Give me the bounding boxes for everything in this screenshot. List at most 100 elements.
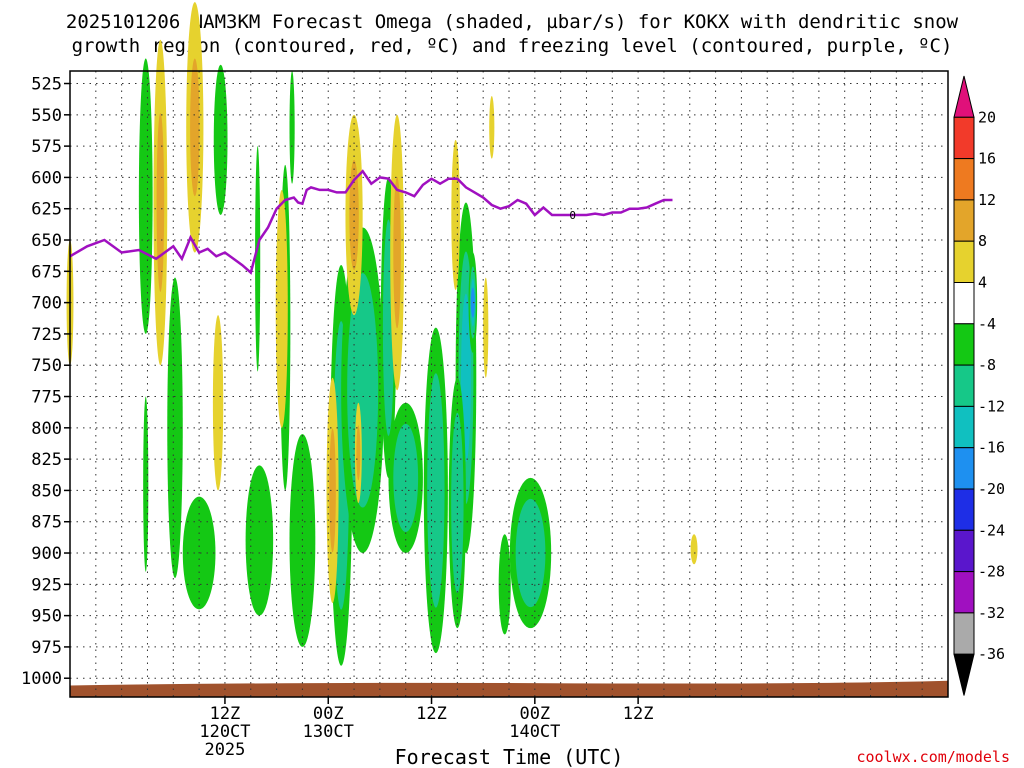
y-axis-ticks: 525 550 575 600 625 650 675 700 725 750 775 800 825 8… [21,75,70,689]
colorbar-label: -32 [978,604,1005,622]
x-tick-label: 12Z [210,704,241,724]
y-tick-label: 550 [31,106,62,126]
omega-cell-level [143,396,149,572]
colorbar-label: 4 [978,274,987,292]
omega-cell-1 [143,396,149,572]
y-tick-label: 725 [31,325,62,345]
colorbar-bin [953,405,975,449]
colorbar: 20 16 12 8 4 -4 -8 -12 -16 -20 -24 -28 -32 -36 [953,75,1005,696]
y-tick-label: 900 [31,544,62,564]
ascent-cell-4 [275,189,288,428]
ascent-cell-1 [153,39,168,366]
colorbar-label: 8 [978,232,987,250]
omega-cell-level [213,64,228,215]
y-tick-label: 850 [31,481,62,501]
ascent-cell-11 [489,96,495,159]
omega-cell-level [451,412,464,594]
credit-text: coolwx.com/models [856,748,1010,766]
y-tick-label: 775 [31,388,62,408]
colorbar-bin [953,571,975,614]
title-line-1: 2025101206 NAM3KM Forecast Omega (shaded… [66,11,959,33]
omega-cell-17 [448,377,466,629]
colorbar-bin [953,116,975,160]
colorbar-bin [953,529,975,573]
omega-cell-0 [138,58,153,334]
plot-frame [69,70,949,698]
y-tick-label: 525 [31,75,62,95]
x-tick-label: 12Z [623,704,654,724]
omega-cell-level [138,58,153,334]
colorbar-bin [953,653,975,696]
y-tick-label: 1000 [21,669,62,689]
colorbar-bin [953,323,975,366]
y-tick-label: 700 [31,294,62,314]
ascent-cell-level [156,112,165,292]
colorbar-label: 12 [978,191,996,209]
omega-cell-level [427,373,445,608]
omega-cell-14 [423,327,448,654]
colorbar-bin [953,447,975,490]
ascent-cell-9 [451,139,460,291]
ascent-cell-level [690,534,698,565]
freezing-level-line [69,169,673,275]
colorbar-bin [953,612,975,655]
colorbar-label: 20 [978,108,996,126]
omega-cell-level [347,273,379,508]
ascent-cell-level [451,139,460,291]
omega-cell-level [470,287,475,318]
ascent-cell-7 [390,114,404,391]
colorbar-label: -8 [978,356,996,374]
colorbar-label: -20 [978,480,1005,498]
ascent-cell-level [393,176,401,329]
x-tick-label: 00Z [519,704,550,724]
x-tick-label: 2025 [204,740,245,760]
omega-cell-9 [289,71,295,184]
colorbar-bin [953,488,975,531]
colorbar-bin [953,282,975,325]
ascent-cell-level [483,277,489,378]
x-tick-label: 12Z [416,704,447,724]
x-tick-label: 00Z [313,704,344,724]
ascent-cell-level [356,425,361,481]
y-tick-label: 875 [31,513,62,533]
omega-cell-level [289,71,295,184]
omega-cell-level [393,423,419,532]
ascent-cell-12 [690,534,698,565]
y-tick-label: 825 [31,450,62,470]
y-tick-label: 750 [31,356,62,376]
title-line-2: growth region (contoured, red, ºC) and f… [72,35,953,57]
omega-shading [66,2,698,666]
omega-cell-level [255,146,261,372]
freezing-level-label: 0 [569,209,576,222]
colorbar-bin [953,240,975,283]
ascent-cell-level [275,189,288,428]
omega-cell-16 [468,252,478,353]
colorbar-label: -28 [978,563,1005,581]
x-axis-label: Forecast Time (UTC) [395,745,624,768]
omega-cell-6 [245,465,274,616]
y-tick-label: 625 [31,200,62,220]
ascent-cell-level [190,58,200,197]
colorbar-label: -4 [978,315,996,333]
omega-cell-4 [213,64,228,215]
ascent-cell-level [212,315,224,491]
colorbar-label: -12 [978,397,1005,415]
omega-cell-18 [509,477,552,629]
omega-cell-level [515,498,546,608]
colorbar-bin [953,75,975,118]
colorbar-bin [953,199,975,242]
x-tick-label: 140CT [509,722,560,742]
omega-cell-5 [255,146,261,372]
y-tick-label: 575 [31,137,62,157]
ascent-cell-3 [212,315,224,491]
x-tick-label: 120CT [199,722,250,742]
y-tick-label: 650 [31,231,62,251]
y-tick-label: 975 [31,638,62,658]
colorbar-label: 16 [978,150,996,168]
colorbar-label: -36 [978,645,1005,663]
omega-cell-13 [388,402,423,554]
ascent-cell-8 [354,402,362,503]
grid-lines [70,71,948,697]
